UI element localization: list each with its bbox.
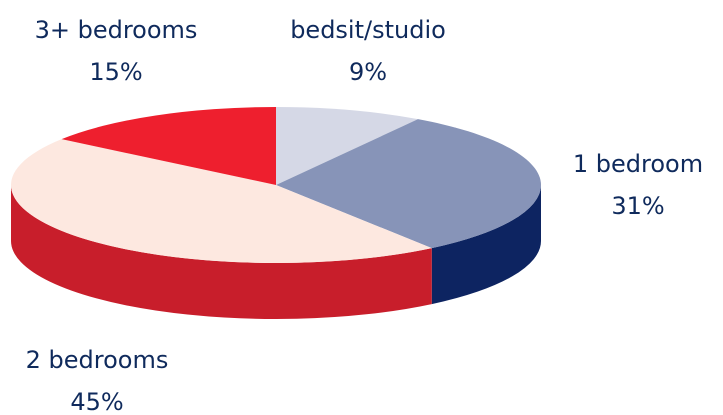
- pie-slice-bedsit-studio: [276, 107, 418, 185]
- pie-slice-2-bedrooms: [11, 139, 432, 263]
- pie-slice-1-bedroom: [276, 119, 541, 249]
- slice-value-bedsit-studio: 9%: [349, 58, 387, 86]
- slice-label-3plus-bedrooms: 3+ bedrooms: [35, 16, 198, 44]
- slice-label-bedsit-studio: bedsit/studio: [290, 16, 446, 44]
- pie-slice-3plus-bedrooms: [61, 107, 276, 185]
- slice-label-1-bedroom: 1 bedroom: [573, 150, 703, 178]
- slice-value-1-bedroom: 31%: [611, 192, 664, 220]
- label-2-bedrooms: 2 bedrooms 45%: [26, 346, 169, 415]
- pie-side-2-bedrooms: [11, 185, 432, 319]
- pie-slices: [11, 107, 541, 319]
- label-1-bedroom: 1 bedroom 31%: [573, 150, 703, 220]
- slice-value-2-bedrooms: 45%: [70, 388, 123, 415]
- label-3plus-bedrooms: 3+ bedrooms 15%: [35, 16, 198, 86]
- slice-value-3plus-bedrooms: 15%: [89, 58, 142, 86]
- label-bedsit-studio: bedsit/studio 9%: [290, 16, 446, 86]
- slice-label-2-bedrooms: 2 bedrooms: [26, 346, 169, 374]
- pie-side-1-bedroom: [431, 185, 541, 305]
